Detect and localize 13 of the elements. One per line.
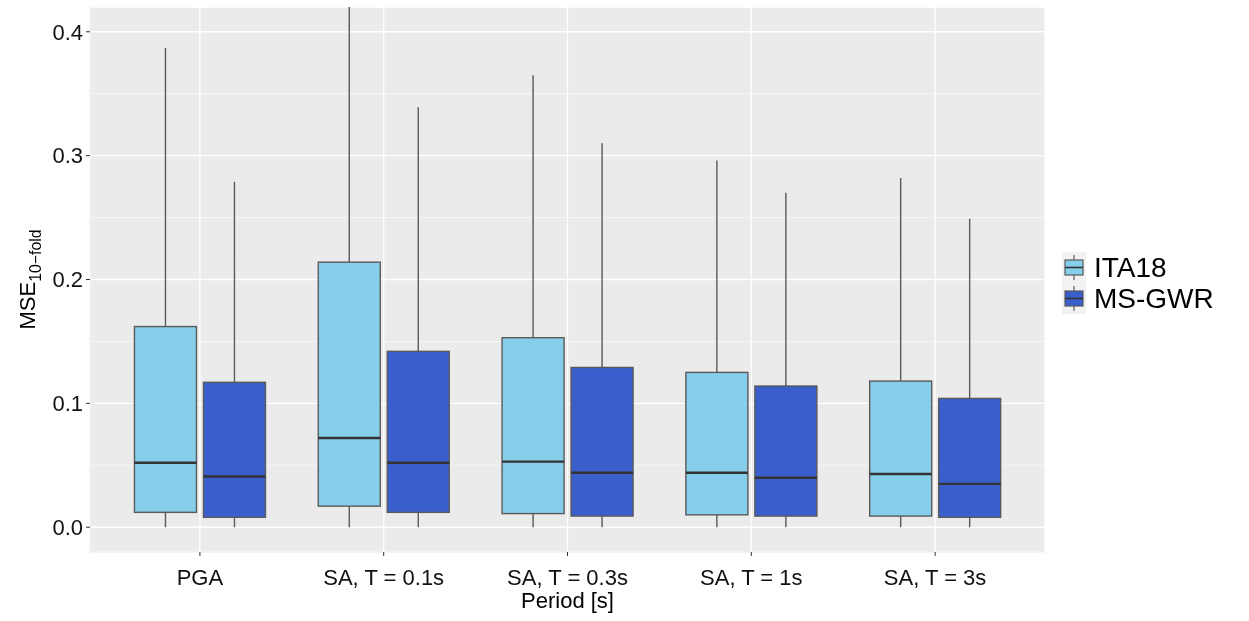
x-tick-label: SA, T = 0.3s bbox=[507, 564, 628, 590]
y-tick-label: 0.3 bbox=[52, 143, 83, 169]
legend-label: MS-GWR bbox=[1094, 283, 1214, 314]
x-tick-label: SA, T = 3s bbox=[883, 564, 987, 590]
x-tick-label: PGA bbox=[176, 564, 224, 590]
y-tick-label: 0.2 bbox=[52, 267, 83, 293]
legend-label: ITA18 bbox=[1094, 252, 1167, 283]
x-tick-label: SA, T = 0.1s bbox=[323, 564, 445, 590]
x-tick-label: SA, T = 1s bbox=[700, 564, 803, 590]
x-axis-title: Period [s] bbox=[521, 588, 614, 613]
y-tick-label: 0.1 bbox=[52, 391, 83, 417]
y-tick-label: 0.4 bbox=[52, 19, 83, 45]
y-tick-label: 0.0 bbox=[52, 515, 83, 541]
